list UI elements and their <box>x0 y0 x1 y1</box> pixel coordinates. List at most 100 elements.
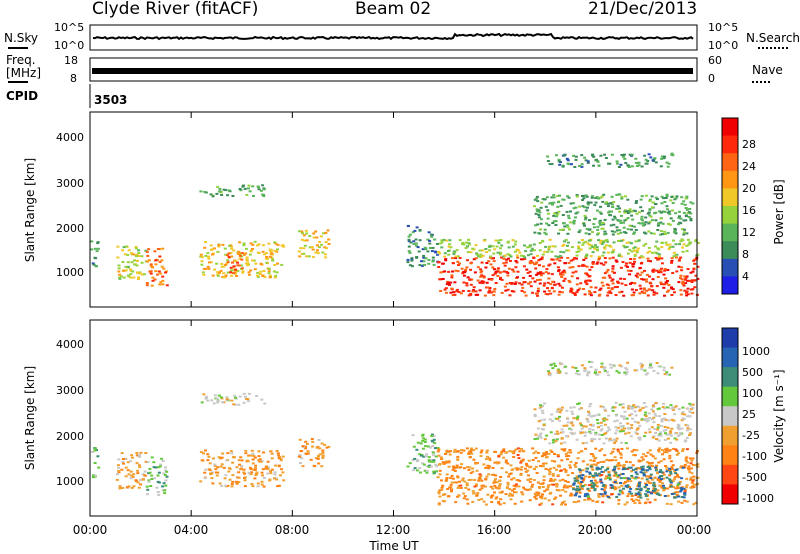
heatmap-cell <box>237 251 241 254</box>
heatmap-cell <box>430 235 434 238</box>
heatmap-cell <box>130 253 134 256</box>
heatmap-cell <box>423 438 427 441</box>
heatmap-cell <box>303 239 307 242</box>
heatmap-cell <box>139 451 143 454</box>
heatmap-cell <box>457 494 461 497</box>
heatmap-cell <box>685 294 689 297</box>
heatmap-cell <box>317 246 321 249</box>
velocity-cbar-tick: 100 <box>742 387 763 400</box>
heatmap-cell <box>526 271 530 274</box>
heatmap-cell <box>545 488 549 491</box>
heatmap-cell <box>91 262 95 265</box>
heatmap-cell <box>547 452 551 455</box>
heatmap-cell <box>612 201 616 203</box>
heatmap-cell <box>478 255 482 258</box>
heatmap-cell <box>675 270 679 273</box>
heatmap-cell <box>327 238 331 241</box>
time-axis-ticks <box>89 112 698 516</box>
heatmap-cell <box>541 253 545 256</box>
heatmap-cell <box>117 270 121 273</box>
heatmap-cell <box>599 239 603 242</box>
heatmap-cell <box>500 450 504 453</box>
heatmap-cell <box>656 229 660 231</box>
heatmap-cell <box>408 462 412 465</box>
heatmap-cell <box>596 225 600 228</box>
heatmap-cell <box>639 222 643 225</box>
heatmap-cell <box>658 415 661 418</box>
heatmap-cell <box>486 286 490 289</box>
heatmap-cell <box>634 494 638 497</box>
heatmap-cell <box>582 241 586 244</box>
heatmap-cell <box>654 196 658 199</box>
heatmap-cell <box>463 495 467 498</box>
heatmap-cell <box>584 279 588 282</box>
heatmap-cell <box>536 437 539 440</box>
heatmap-cell <box>250 449 254 452</box>
heatmap-cell <box>244 247 248 250</box>
heatmap-cell <box>228 478 232 481</box>
heatmap-cell <box>530 485 534 488</box>
heatmap-cell <box>503 264 507 267</box>
heatmap-cell <box>645 475 649 478</box>
heatmap-cell <box>608 290 612 293</box>
heatmap-cell <box>469 451 473 454</box>
heatmap-cell <box>240 252 244 255</box>
heatmap-cell <box>644 411 648 414</box>
heatmap-cell <box>506 241 510 244</box>
heatmap-cell <box>270 457 274 460</box>
heatmap-cell <box>604 239 607 242</box>
heatmap-cell <box>498 491 502 494</box>
heatmap-cell <box>274 464 278 467</box>
heatmap-cell <box>571 266 575 269</box>
heatmap-cell <box>572 483 576 486</box>
heatmap-cell <box>616 450 620 453</box>
heatmap-cell <box>584 475 588 478</box>
heatmap-cell <box>127 485 131 488</box>
heatmap-cell <box>323 443 327 446</box>
heatmap-cell <box>663 413 667 415</box>
heatmap-cell <box>231 474 235 477</box>
heatmap-cell <box>650 285 654 288</box>
heatmap-cell <box>581 205 585 208</box>
heatmap-cell <box>596 422 600 425</box>
heatmap-cell <box>569 428 573 431</box>
heatmap-cell <box>572 406 576 409</box>
heatmap-cell <box>488 249 491 252</box>
heatmap-cell <box>430 435 434 437</box>
heatmap-cell <box>116 256 120 259</box>
heatmap-cell <box>593 479 597 482</box>
heatmap-cell <box>680 269 684 272</box>
heatmap-cell <box>118 485 122 488</box>
heatmap-cell <box>237 476 241 479</box>
heatmap-cell <box>635 473 639 476</box>
heatmap-cell <box>626 361 630 364</box>
heatmap-cell <box>624 284 628 287</box>
heatmap-cell <box>236 261 240 264</box>
heatmap-cell <box>561 244 565 247</box>
heatmap-cell <box>642 278 646 281</box>
heatmap-cell <box>304 440 308 443</box>
heatmap-cell <box>681 282 684 285</box>
heatmap-cell <box>648 214 652 217</box>
velocity-cbar-tick: -25 <box>742 429 760 442</box>
heatmap-cell <box>651 289 655 292</box>
heatmap-cell <box>601 227 605 230</box>
heatmap-cell <box>629 480 633 483</box>
heatmap-cell <box>445 239 448 242</box>
heatmap-cell <box>117 470 121 472</box>
heatmap-cell <box>431 451 435 454</box>
heatmap-cell <box>234 396 237 399</box>
heatmap-cell <box>520 459 524 462</box>
heatmap-cell <box>138 466 142 469</box>
heatmap-cell <box>251 248 254 250</box>
heatmap-cell <box>668 373 671 376</box>
heatmap-cell <box>626 228 630 231</box>
heatmap-cell <box>688 402 692 405</box>
heatmap-cell <box>500 256 504 259</box>
heatmap-cell <box>154 466 158 469</box>
heatmap-cell <box>590 487 594 490</box>
colorbar-segment <box>722 386 738 407</box>
heatmap-cell <box>216 185 220 188</box>
heatmap-cell <box>575 438 579 441</box>
heatmap-cell <box>539 432 543 435</box>
